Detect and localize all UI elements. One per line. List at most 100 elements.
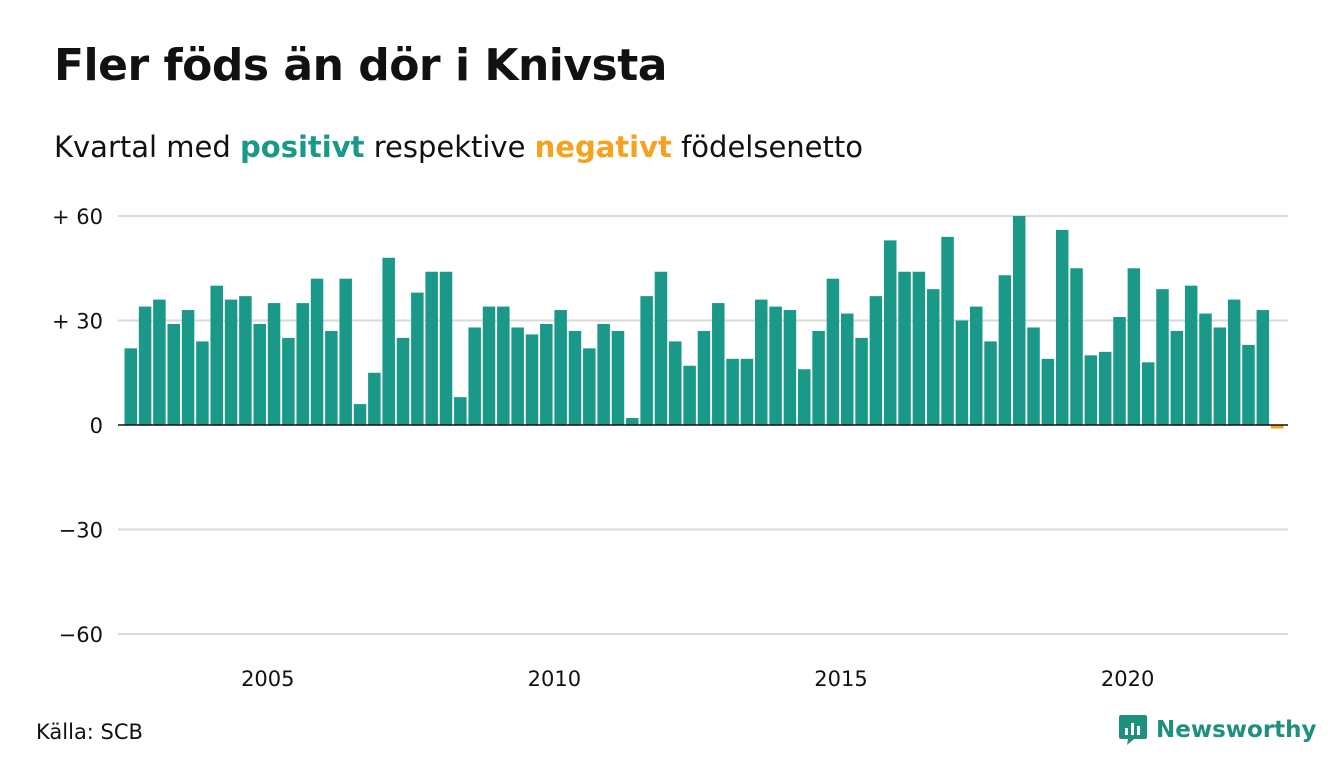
x-tick-label: 2015 <box>814 667 867 691</box>
bar <box>755 299 768 425</box>
bar <box>282 337 295 425</box>
bar <box>597 323 610 425</box>
bar <box>1084 355 1098 425</box>
bar <box>210 285 223 425</box>
bar <box>353 404 367 425</box>
bar <box>325 330 338 425</box>
bar <box>740 358 754 425</box>
bar <box>669 341 682 425</box>
bar <box>153 299 166 425</box>
bar <box>1041 358 1055 425</box>
bar <box>310 278 324 425</box>
bar <box>1256 310 1270 425</box>
x-axis-tick-labels: 2005 2010 2015 2020 <box>241 667 1154 691</box>
newsworthy-logo-icon <box>1119 715 1147 745</box>
bar <box>239 296 252 425</box>
bar <box>898 271 911 425</box>
bar <box>998 275 1012 425</box>
bar <box>439 271 453 425</box>
bar <box>726 358 739 425</box>
bar <box>1141 362 1155 425</box>
bar <box>224 299 238 425</box>
subtitle-suffix: födelsenetto <box>681 130 863 164</box>
subtitle-positive: positivt <box>240 130 365 164</box>
y-tick-label: + 60 <box>52 205 103 229</box>
bar <box>253 323 266 425</box>
chart-title: Fler föds än dör i Knivsta <box>54 40 667 91</box>
bar <box>798 369 811 425</box>
bar <box>955 320 969 425</box>
bar <box>497 306 510 425</box>
bar <box>654 271 668 425</box>
y-tick-label: −60 <box>59 623 103 647</box>
bar <box>969 306 983 425</box>
bar <box>396 337 410 425</box>
bar <box>640 296 653 425</box>
bar <box>984 341 997 425</box>
bar <box>540 323 553 425</box>
bar <box>568 330 582 425</box>
bar <box>1199 313 1212 425</box>
bar <box>425 271 438 425</box>
bar <box>468 327 481 425</box>
y-tick-label: + 30 <box>52 310 103 334</box>
bar <box>454 397 467 425</box>
x-tick-label: 2010 <box>528 667 581 691</box>
y-axis-tick-labels: + 60 + 30 0 −30 −60 <box>52 205 103 647</box>
bar <box>611 330 625 425</box>
bar <box>769 306 782 425</box>
bar <box>138 306 152 425</box>
bar <box>583 348 596 425</box>
bar <box>826 278 840 425</box>
bar <box>626 418 639 425</box>
bar <box>1184 285 1198 425</box>
bar <box>841 313 854 425</box>
bar <box>482 306 496 425</box>
bar <box>554 310 567 425</box>
subtitle-negative: negativt <box>534 130 672 164</box>
bar <box>124 348 137 425</box>
bar <box>855 337 868 425</box>
x-tick-label: 2005 <box>241 667 294 691</box>
bar <box>926 289 940 425</box>
source-note: Källa: SCB <box>36 720 143 744</box>
bar <box>869 296 883 425</box>
bar <box>1156 289 1169 425</box>
bar <box>683 365 696 425</box>
bar <box>1012 216 1026 425</box>
bar <box>181 310 195 425</box>
subtitle-middle: respektive <box>373 130 526 164</box>
bars <box>124 216 1284 429</box>
brand-logo: Newsworthy <box>1118 713 1317 747</box>
bar <box>1213 327 1227 425</box>
bar <box>382 257 395 425</box>
bar <box>912 271 926 425</box>
bar <box>883 240 897 425</box>
bar <box>1055 229 1069 425</box>
bar <box>1242 344 1255 425</box>
bar <box>296 303 309 425</box>
y-tick-label: 0 <box>90 414 103 438</box>
chart-subtitle: Kvartal med positivt respektive negativt… <box>54 130 863 165</box>
bar <box>525 334 539 425</box>
brand-name: Newsworthy <box>1156 717 1317 743</box>
bar <box>1070 268 1083 425</box>
bar <box>1270 425 1284 429</box>
bar <box>339 278 352 425</box>
bar <box>267 303 281 425</box>
bar <box>783 310 797 425</box>
bar <box>1027 327 1040 425</box>
bar <box>1170 330 1184 425</box>
bar <box>196 341 209 425</box>
bar <box>1227 299 1241 425</box>
bar <box>368 372 381 425</box>
bar <box>1113 317 1126 425</box>
bar <box>812 330 825 425</box>
bar <box>1098 351 1112 425</box>
grid-lines <box>118 215 1288 635</box>
subtitle-prefix: Kvartal med <box>54 130 231 164</box>
bar <box>1127 268 1141 425</box>
bar <box>712 303 725 425</box>
bar <box>411 292 424 425</box>
